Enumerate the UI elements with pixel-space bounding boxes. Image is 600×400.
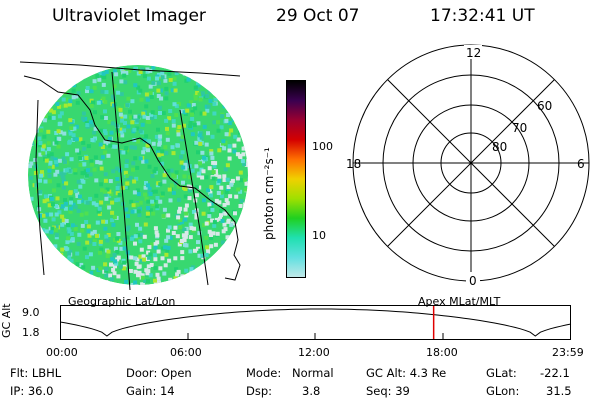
glon-value: 31.5 — [546, 384, 572, 398]
date-label: 29 Oct 07 — [276, 6, 360, 26]
alt-xtick-0000: 00:00 — [46, 346, 78, 359]
glat-label: GLat: — [486, 366, 517, 380]
mlt-label-6: 6 — [577, 157, 585, 171]
mlt-label-18: 18 — [346, 157, 361, 171]
colorbar — [286, 80, 306, 278]
mlat-ring-80: 80 — [492, 140, 507, 154]
mlt-label-0: 0 — [469, 274, 477, 288]
glon-label: GLon: — [486, 384, 520, 398]
mode-label: Mode: — [246, 366, 282, 380]
mode-value: Normal — [292, 366, 334, 380]
mlat-ring-60: 60 — [537, 99, 552, 113]
gc-alt-readout: GC Alt: 4.3 Re — [366, 366, 447, 380]
seq-readout: Seq: 39 — [366, 384, 410, 398]
alt-ytick-low: 1.8 — [22, 326, 40, 339]
apex-title: Apex MLat/MLT — [418, 295, 501, 308]
coastline — [23, 75, 241, 281]
colorbar-tick-10: 10 — [312, 229, 326, 242]
geographic-title: Geographic Lat/Lon — [68, 295, 176, 308]
altitude-curve — [60, 308, 572, 337]
time-label: 17:32:41 UT — [430, 6, 535, 26]
altitude-plot — [60, 305, 572, 340]
alt-xtick-2359: 23:59 — [552, 346, 584, 359]
instrument-title: Ultraviolet Imager — [52, 6, 206, 26]
gain-readout: Gain: 14 — [126, 384, 175, 398]
door-readout: Door: Open — [126, 366, 192, 380]
colorbar-label: photon cm⁻²s⁻¹ — [262, 147, 276, 240]
alt-xtick-1800: 18:00 — [426, 346, 458, 359]
ip-readout: IP: 36.0 — [10, 384, 54, 398]
uv-image-panel — [19, 61, 248, 291]
alt-ytick-high: 9.0 — [22, 306, 40, 319]
mlt-label-12: 12 — [466, 46, 481, 60]
polar-plot: 12 0 18 6 60 70 80 — [346, 44, 590, 288]
dsp-label: Dsp: — [246, 384, 273, 398]
alt-xtick-1200: 12:00 — [298, 346, 330, 359]
dsp-value: 3.8 — [302, 384, 321, 398]
filter-readout: Flt: LBHL — [10, 366, 62, 380]
glat-value: -22.1 — [540, 366, 570, 380]
alt-ylabel: GC Alt — [0, 303, 13, 338]
colorbar-tick-100: 100 — [312, 140, 333, 153]
uv-intensity-disk — [28, 65, 248, 285]
mlat-ring-70: 70 — [512, 121, 527, 135]
alt-xtick-0600: 06:00 — [170, 346, 202, 359]
geographic-grid — [19, 61, 241, 291]
